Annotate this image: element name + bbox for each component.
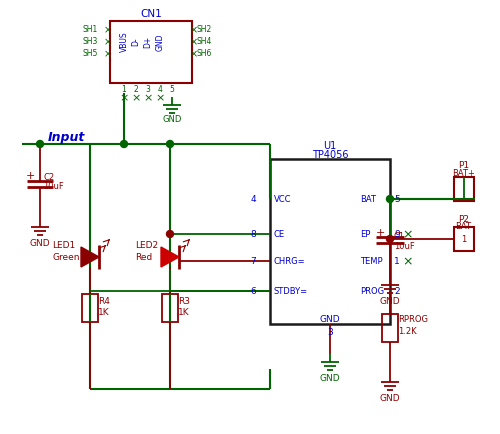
- Text: 1: 1: [122, 84, 126, 93]
- Text: GND: GND: [30, 239, 50, 248]
- Text: ×: ×: [190, 37, 198, 47]
- Text: GND: GND: [380, 394, 400, 403]
- Text: VCC: VCC: [274, 195, 291, 204]
- Text: ×: ×: [104, 49, 112, 59]
- Text: Green: Green: [52, 253, 80, 262]
- Text: CHRG=: CHRG=: [274, 257, 306, 266]
- Text: U1: U1: [324, 141, 336, 151]
- Text: BAT-: BAT-: [455, 222, 473, 231]
- Bar: [82, 294, 98, 322]
- Text: P2: P2: [458, 215, 469, 224]
- Text: 2: 2: [134, 84, 138, 93]
- Bar: [454, 178, 474, 201]
- Text: 1: 1: [462, 235, 466, 244]
- Text: GND: GND: [380, 297, 400, 306]
- Text: VBUS: VBUS: [120, 32, 128, 52]
- Text: STDBY=: STDBY=: [274, 287, 308, 296]
- Text: BAT+: BAT+: [452, 168, 475, 177]
- Text: +: +: [26, 171, 36, 181]
- Text: CE: CE: [274, 230, 285, 239]
- Text: ×: ×: [190, 25, 198, 35]
- Text: ×: ×: [403, 255, 413, 268]
- Text: 6: 6: [250, 287, 256, 296]
- Circle shape: [386, 236, 394, 243]
- Bar: [162, 294, 178, 322]
- Circle shape: [166, 141, 173, 148]
- Text: P1: P1: [458, 161, 469, 170]
- Text: GND: GND: [320, 315, 340, 324]
- Text: ×: ×: [156, 93, 164, 103]
- Text: EP: EP: [360, 230, 370, 239]
- Text: 1: 1: [394, 257, 400, 266]
- Text: 5: 5: [170, 84, 174, 93]
- Text: SH6: SH6: [196, 49, 212, 58]
- Text: C1: C1: [394, 232, 405, 241]
- Text: LED2: LED2: [135, 241, 158, 250]
- Polygon shape: [81, 247, 99, 267]
- Text: RPROG: RPROG: [398, 315, 428, 324]
- Text: PROG: PROG: [360, 287, 384, 296]
- Text: 4: 4: [250, 195, 256, 204]
- Text: R4: R4: [98, 297, 110, 306]
- Text: 1K: 1K: [178, 308, 190, 317]
- Text: ×: ×: [190, 49, 198, 59]
- Text: 9: 9: [394, 230, 400, 239]
- Polygon shape: [161, 247, 179, 267]
- Text: TEMP: TEMP: [360, 257, 382, 266]
- Text: CN1: CN1: [140, 9, 162, 19]
- Text: TP4056: TP4056: [312, 150, 348, 160]
- Text: 1K: 1K: [98, 308, 110, 317]
- Text: D-: D-: [132, 38, 140, 46]
- Text: 8: 8: [250, 230, 256, 239]
- Text: SH1: SH1: [82, 26, 98, 34]
- Text: SH4: SH4: [196, 37, 212, 46]
- Circle shape: [166, 231, 173, 238]
- Text: 3: 3: [327, 328, 333, 337]
- Text: GND: GND: [320, 374, 340, 383]
- Circle shape: [36, 141, 44, 148]
- Text: ×: ×: [120, 93, 128, 103]
- Text: 4: 4: [158, 84, 162, 93]
- Text: 5: 5: [394, 195, 400, 204]
- Text: ×: ×: [132, 93, 140, 103]
- Text: 1.2K: 1.2K: [398, 327, 416, 336]
- Bar: [382, 314, 398, 342]
- Text: Input: Input: [48, 131, 86, 144]
- Text: +: +: [376, 227, 386, 237]
- Text: R3: R3: [178, 297, 190, 306]
- Text: ×: ×: [403, 228, 413, 241]
- Text: 3: 3: [146, 84, 150, 93]
- Circle shape: [120, 141, 128, 148]
- Text: D+: D+: [144, 36, 152, 48]
- Text: 7: 7: [250, 257, 256, 266]
- Text: C2: C2: [43, 173, 54, 182]
- Text: BAT: BAT: [360, 195, 376, 204]
- Text: 10uF: 10uF: [394, 242, 415, 251]
- Text: ×: ×: [104, 25, 112, 35]
- Text: 2: 2: [394, 287, 400, 296]
- Bar: [454, 227, 474, 251]
- Text: SH2: SH2: [196, 26, 212, 34]
- Text: GND: GND: [162, 115, 182, 124]
- Text: LED1: LED1: [52, 241, 76, 250]
- Bar: [270, 160, 390, 324]
- Text: SH5: SH5: [82, 49, 98, 58]
- Bar: [110, 22, 192, 84]
- Text: GND: GND: [156, 33, 164, 51]
- Text: ×: ×: [104, 37, 112, 47]
- Circle shape: [386, 196, 394, 203]
- Text: 10uF: 10uF: [43, 182, 64, 191]
- Text: ×: ×: [144, 93, 152, 103]
- Text: Red: Red: [135, 253, 152, 262]
- Text: SH3: SH3: [82, 37, 98, 46]
